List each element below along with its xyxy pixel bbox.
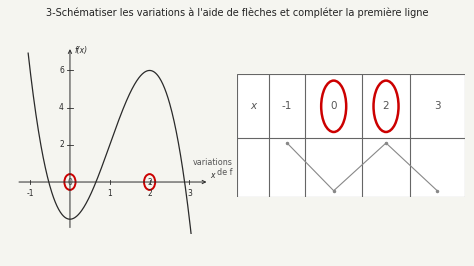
Text: 2: 2 xyxy=(147,189,152,198)
Text: x: x xyxy=(210,171,215,180)
Text: 6: 6 xyxy=(59,66,64,75)
Text: 3: 3 xyxy=(187,189,192,198)
Text: 2: 2 xyxy=(59,140,64,149)
Text: 4: 4 xyxy=(59,103,64,112)
Text: 2: 2 xyxy=(147,177,152,186)
Text: f(x): f(x) xyxy=(75,46,88,55)
Text: 0: 0 xyxy=(67,177,73,186)
Text: -1: -1 xyxy=(282,101,292,111)
Text: 1: 1 xyxy=(108,189,112,198)
Text: x: x xyxy=(250,101,256,111)
Text: variations
de f: variations de f xyxy=(192,158,232,177)
Text: -1: -1 xyxy=(27,189,34,198)
Text: 0: 0 xyxy=(330,101,337,111)
Text: 3: 3 xyxy=(434,101,440,111)
Text: 3-Schématiser les variations à l'aide de flèches et compléter la première ligne: 3-Schématiser les variations à l'aide de… xyxy=(46,8,428,18)
Text: 2: 2 xyxy=(383,101,389,111)
